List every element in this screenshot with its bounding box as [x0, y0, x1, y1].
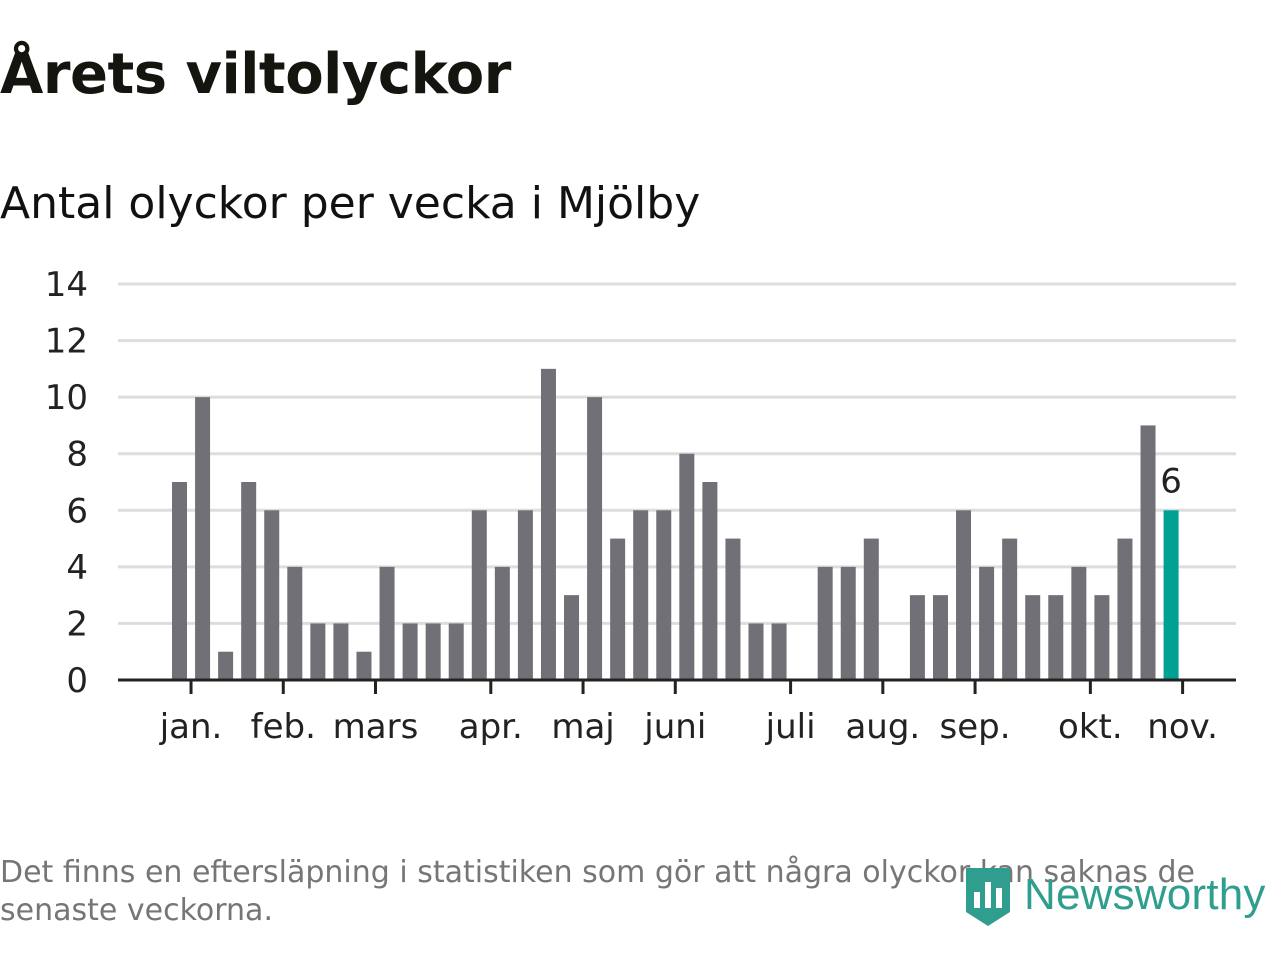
y-tick-label: 12 [45, 322, 88, 362]
bar [356, 651, 372, 680]
bar [1025, 595, 1041, 680]
chart-subtitle: Antal olyckor per vecka i Mjölby [0, 178, 701, 229]
bar [287, 566, 303, 680]
x-tick-label: sep. [940, 707, 1011, 747]
y-tick-label: 8 [66, 435, 88, 475]
x-tick-label: nov. [1147, 707, 1218, 747]
newsworthy-logo-icon [966, 868, 1010, 926]
bar [333, 623, 349, 680]
bar [218, 651, 234, 680]
bar [748, 623, 764, 680]
bar [956, 510, 972, 680]
bar [540, 368, 556, 680]
bar [679, 453, 695, 680]
bar [979, 566, 995, 680]
bar-chart: 0 2 4 6 8 10 12 14 jan. feb. mars apr. maj juni juli a… [45, 265, 1236, 747]
brand-name: Newsworthy [1024, 870, 1266, 919]
x-tick-label: okt. [1058, 707, 1123, 747]
y-tick-label: 2 [66, 604, 88, 644]
x-tick-label: juli [765, 707, 816, 747]
brand-logo: Newsworthy [962, 862, 1266, 928]
bar [932, 595, 948, 680]
y-tick-label: 4 [66, 548, 88, 588]
bar [310, 623, 326, 680]
bar [863, 538, 879, 680]
bar [771, 623, 787, 680]
bar [425, 623, 441, 680]
bar [610, 538, 626, 680]
x-tick-label: juni [643, 707, 706, 747]
bars [172, 368, 1179, 680]
bar [264, 510, 280, 680]
bar [1117, 538, 1133, 680]
x-axis-ticks: jan. feb. mars apr. maj juni juli aug. sep. okt. n… [159, 680, 1218, 747]
chart-title: Årets viltolyckor [0, 42, 511, 107]
bar [840, 566, 856, 680]
bar [402, 623, 418, 680]
y-tick-label: 14 [45, 265, 88, 305]
bar [817, 566, 833, 680]
bar [195, 397, 211, 680]
bar [1094, 595, 1110, 680]
bar [564, 595, 580, 680]
gridlines [118, 282, 1236, 625]
x-tick-label: mars [333, 707, 419, 747]
bar [172, 482, 187, 680]
y-tick-label: 6 [66, 491, 88, 531]
y-tick-label: 10 [45, 378, 88, 418]
bar [725, 538, 741, 680]
bar [1048, 595, 1064, 680]
bar [241, 482, 257, 680]
x-tick-label: apr. [459, 707, 523, 747]
bar-highlight [1163, 510, 1179, 680]
bar [1002, 538, 1018, 680]
x-tick-label: aug. [845, 707, 920, 747]
highlight-value-label: 6 [1160, 461, 1182, 501]
y-tick-label: 0 [66, 661, 88, 701]
x-tick-label: maj [551, 707, 614, 747]
bar [633, 510, 649, 680]
x-tick-label: jan. [159, 707, 223, 747]
bar [517, 510, 533, 680]
bar [909, 595, 925, 680]
bar [379, 566, 395, 680]
bar [1071, 566, 1087, 680]
bar [494, 566, 510, 680]
bar [1140, 425, 1156, 680]
bar [702, 482, 718, 680]
bar [471, 510, 487, 680]
bar [448, 623, 464, 680]
bar [656, 510, 672, 680]
y-axis-ticks: 0 2 4 6 8 10 12 14 [45, 265, 88, 701]
x-tick-label: feb. [251, 707, 316, 747]
bar [587, 397, 603, 680]
